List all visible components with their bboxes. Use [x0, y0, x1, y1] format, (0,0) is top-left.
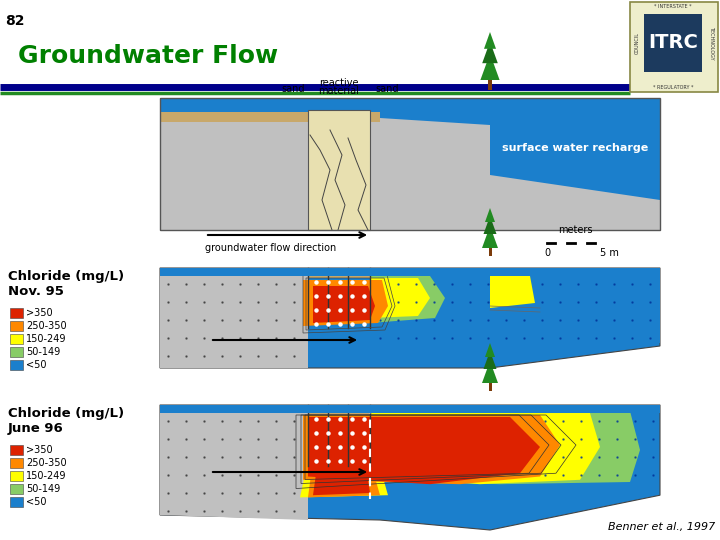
Polygon shape	[482, 361, 498, 383]
Text: TECHNOLOGY: TECHNOLOGY	[709, 26, 714, 60]
Text: ITRC: ITRC	[648, 33, 698, 52]
Text: surface water recharge: surface water recharge	[502, 143, 648, 153]
Text: 250-350: 250-350	[26, 321, 67, 331]
Polygon shape	[308, 460, 380, 497]
Text: Benner et al., 1997: Benner et al., 1997	[608, 522, 715, 532]
Bar	[488, 383, 492, 391]
Text: 0: 0	[544, 248, 550, 258]
Text: June 96: June 96	[8, 422, 64, 435]
Bar	[10, 360, 23, 370]
Polygon shape	[485, 343, 495, 357]
Text: material: material	[318, 86, 359, 96]
Polygon shape	[313, 460, 370, 495]
Text: sand: sand	[375, 84, 398, 94]
Polygon shape	[484, 216, 497, 234]
Bar	[10, 458, 23, 468]
Text: 50-149: 50-149	[26, 484, 60, 494]
Text: COUNCIL: COUNCIL	[634, 32, 639, 54]
Polygon shape	[160, 268, 308, 368]
Text: 150-249: 150-249	[26, 334, 66, 344]
Polygon shape	[485, 208, 495, 222]
Polygon shape	[370, 413, 600, 484]
Polygon shape	[484, 32, 496, 49]
Polygon shape	[160, 268, 660, 368]
Text: Chloride (mg/L): Chloride (mg/L)	[8, 270, 124, 283]
Polygon shape	[490, 276, 535, 308]
Polygon shape	[482, 42, 498, 63]
Polygon shape	[160, 110, 660, 230]
Polygon shape	[484, 351, 497, 369]
Polygon shape	[160, 98, 660, 125]
Polygon shape	[160, 405, 660, 530]
Polygon shape	[490, 110, 660, 200]
Bar	[10, 321, 23, 331]
Polygon shape	[480, 53, 500, 80]
Text: Groundwater Flow: Groundwater Flow	[18, 44, 278, 68]
Bar	[10, 471, 23, 481]
Text: >350: >350	[26, 445, 53, 455]
Polygon shape	[370, 278, 430, 318]
Text: >350: >350	[26, 308, 53, 318]
Text: <50: <50	[26, 360, 47, 370]
Polygon shape	[303, 280, 388, 326]
Polygon shape	[380, 118, 660, 230]
Polygon shape	[370, 276, 445, 323]
Polygon shape	[160, 405, 308, 520]
Bar	[10, 334, 23, 344]
Bar	[630, 2, 718, 92]
Bar	[10, 445, 23, 455]
Polygon shape	[160, 405, 380, 415]
Polygon shape	[313, 286, 375, 323]
Bar	[308, 110, 370, 230]
Polygon shape	[300, 460, 388, 497]
Text: 50-149: 50-149	[26, 347, 60, 357]
Text: 150-249: 150-249	[26, 471, 66, 481]
Bar	[10, 308, 23, 318]
Polygon shape	[160, 268, 660, 276]
Bar	[10, 497, 23, 507]
Polygon shape	[308, 417, 540, 484]
Polygon shape	[482, 226, 498, 248]
Bar	[10, 347, 23, 357]
Polygon shape	[160, 122, 380, 230]
Text: 5 m: 5 m	[600, 248, 618, 258]
Polygon shape	[160, 405, 660, 413]
Text: * INTERSTATE *: * INTERSTATE *	[654, 4, 692, 9]
Text: <50: <50	[26, 497, 47, 507]
Text: 250-350: 250-350	[26, 458, 67, 468]
Polygon shape	[370, 411, 640, 484]
Bar	[10, 484, 23, 494]
Text: reactive: reactive	[319, 78, 359, 88]
Bar	[644, 14, 702, 72]
Bar	[488, 248, 492, 256]
Text: * REGULATORY *: * REGULATORY *	[653, 85, 693, 90]
Polygon shape	[160, 405, 660, 413]
Text: Chloride (mg/L): Chloride (mg/L)	[8, 407, 124, 420]
Bar	[488, 80, 492, 90]
Text: meters: meters	[558, 225, 593, 235]
Text: 82: 82	[5, 14, 24, 28]
Polygon shape	[160, 112, 380, 122]
Polygon shape	[303, 415, 560, 484]
Polygon shape	[540, 276, 660, 343]
Text: groundwater flow direction: groundwater flow direction	[205, 243, 336, 253]
Polygon shape	[160, 268, 380, 278]
Text: sand: sand	[282, 84, 305, 94]
Text: Nov. 95: Nov. 95	[8, 285, 64, 298]
Polygon shape	[160, 268, 660, 276]
